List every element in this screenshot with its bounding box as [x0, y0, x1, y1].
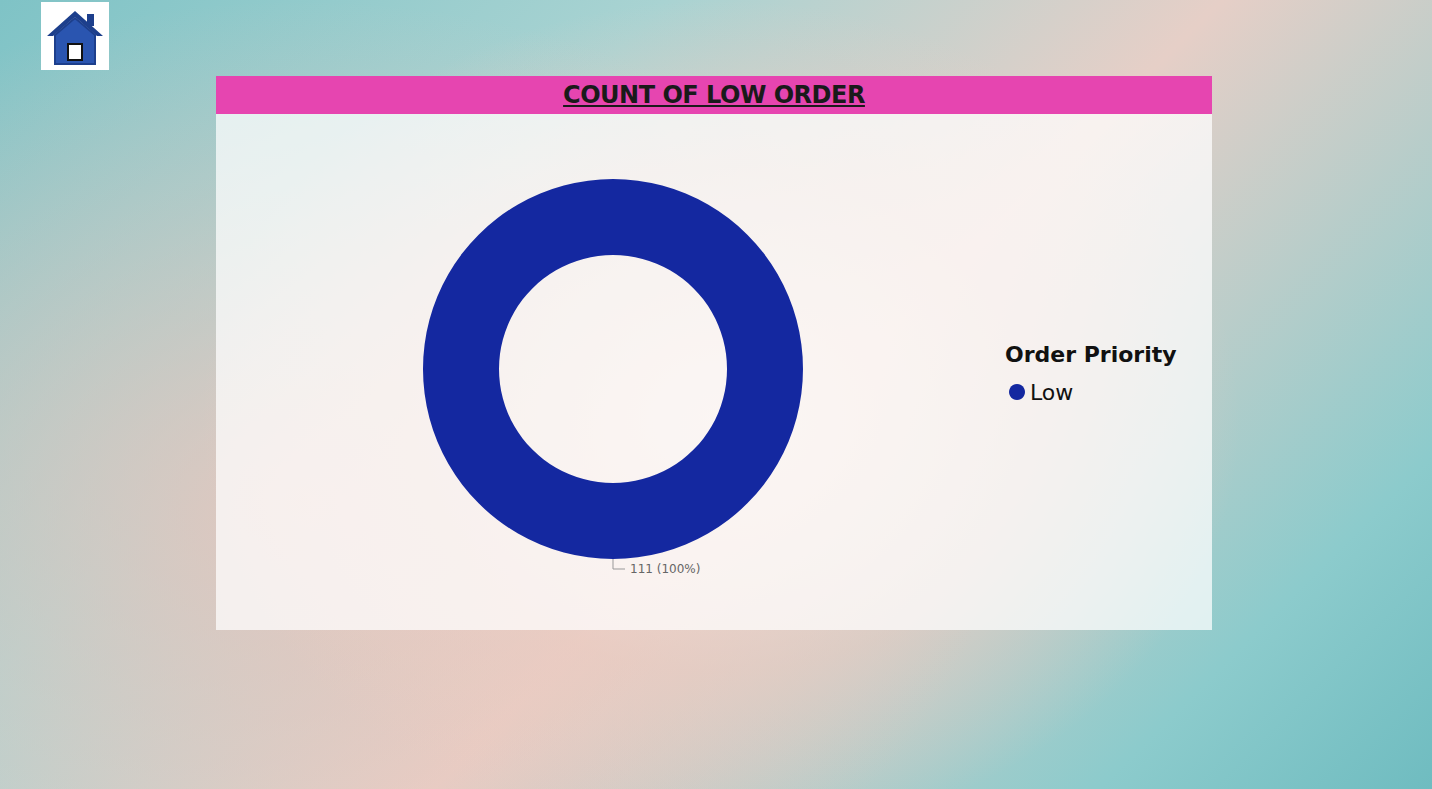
svg-text:Order Priority: Order Priority — [1005, 342, 1177, 367]
html-text:COUNT OF LOW ORDER: COUNT OF LOW ORDER — [563, 81, 865, 109]
svg-text:111 (100%): 111 (100%) — [630, 562, 700, 576]
svg-text:Low: Low — [1030, 380, 1073, 405]
